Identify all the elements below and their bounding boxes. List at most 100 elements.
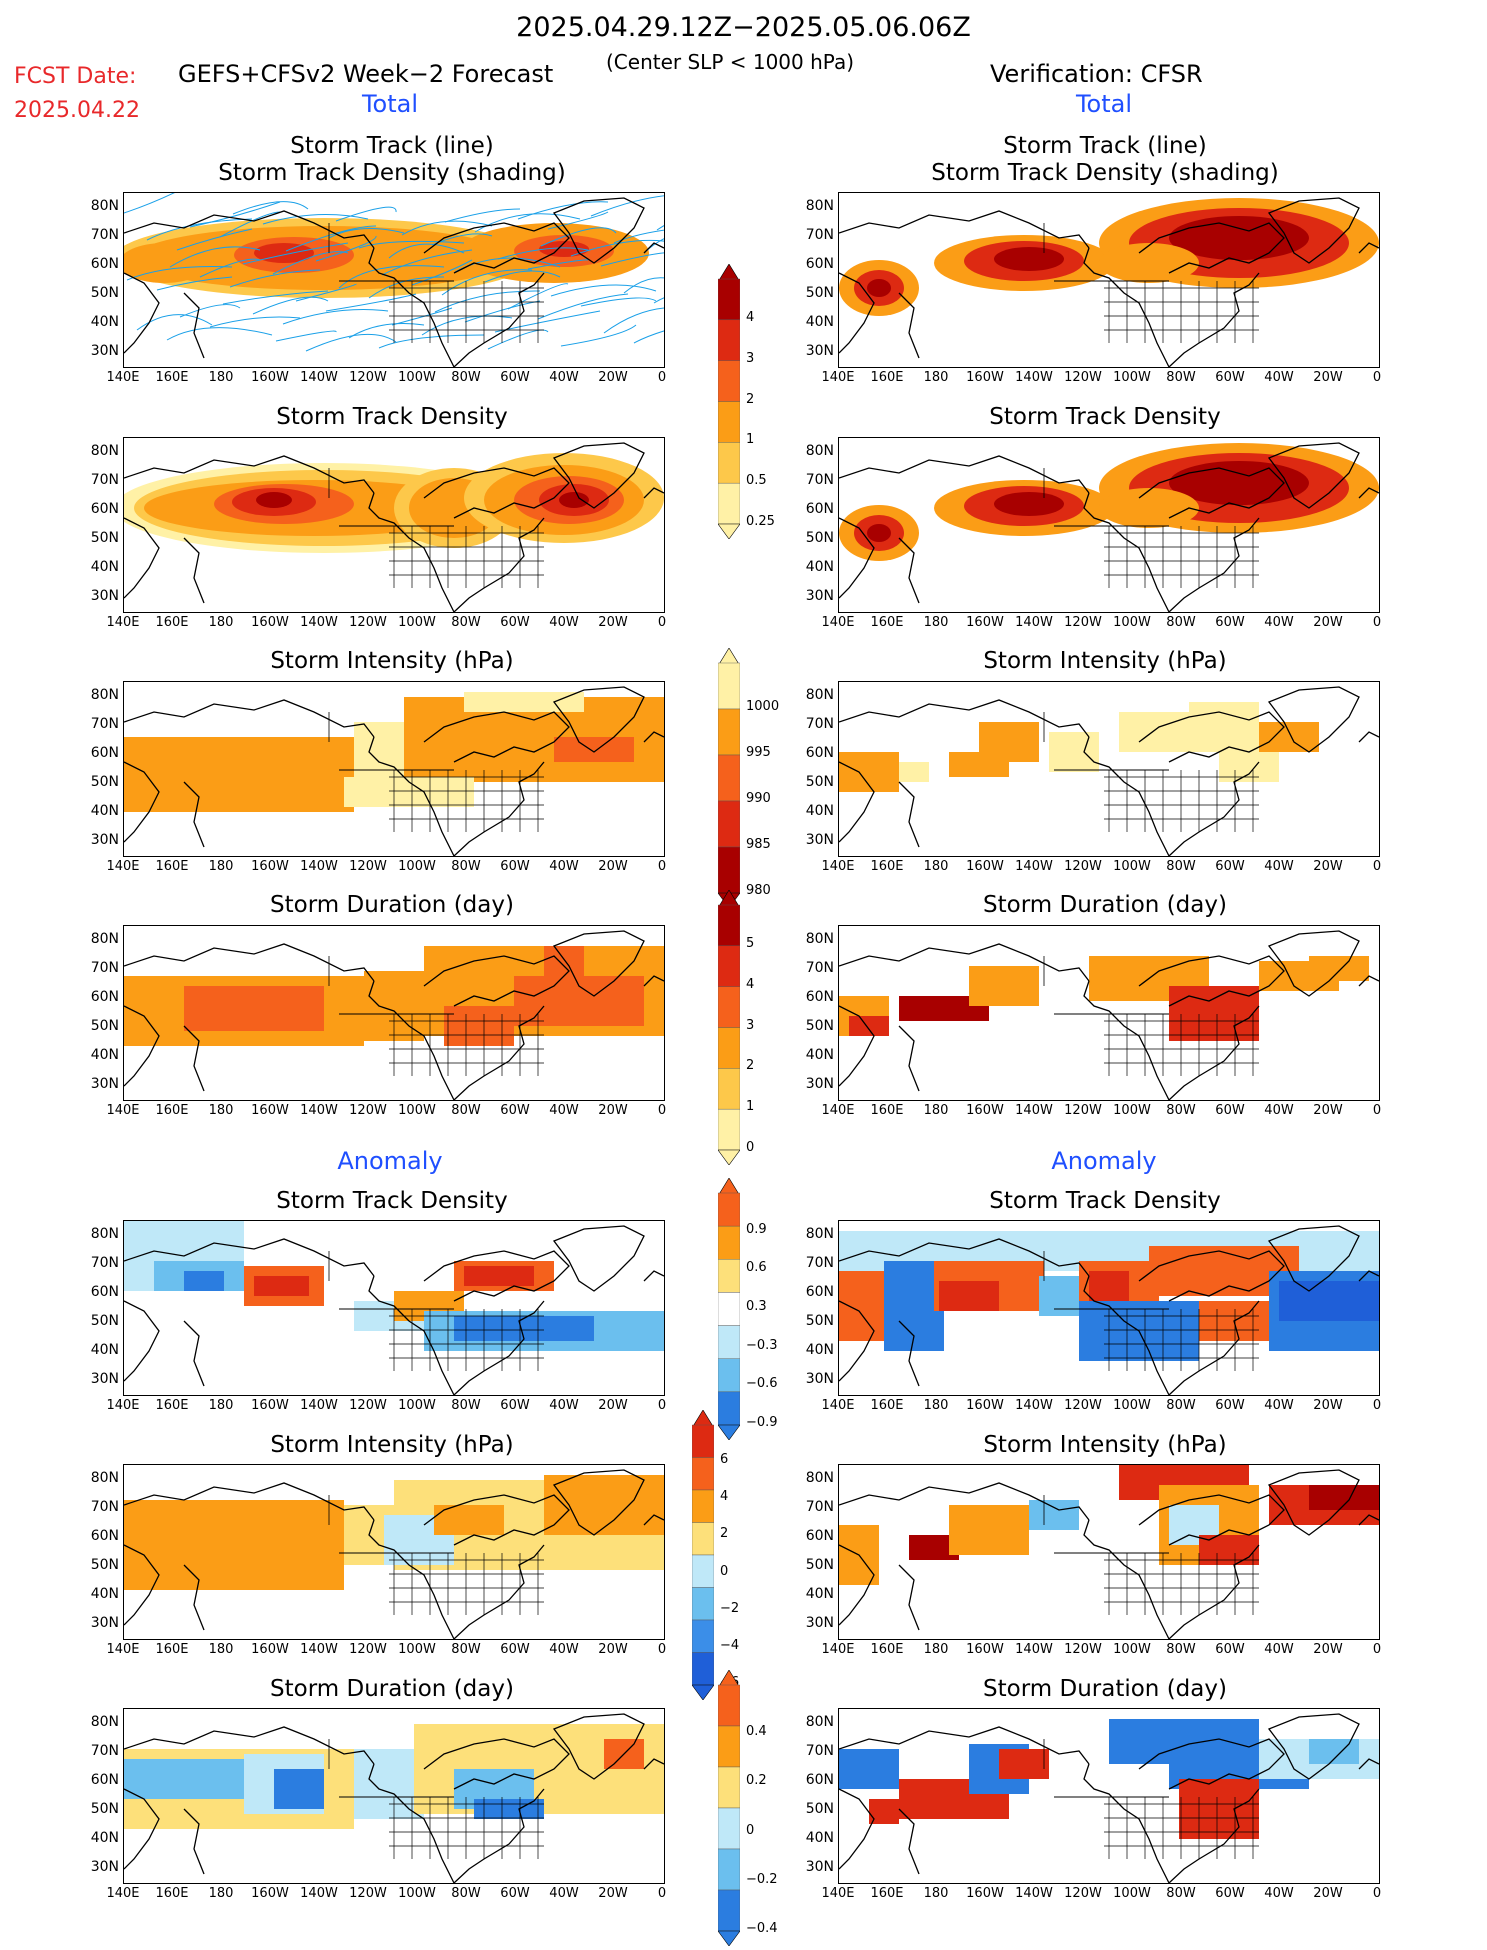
lon-tick-label: 140W bbox=[1015, 370, 1053, 385]
title-line-1: Storm Track (line) bbox=[290, 133, 494, 159]
lat-tick-label: 40N bbox=[805, 1342, 834, 1358]
storm-track-line bbox=[378, 334, 485, 349]
lon-tick-label: 20W bbox=[1313, 1103, 1343, 1118]
map-svg bbox=[839, 686, 1379, 856]
title-line-2: Storm Track Density (shading) bbox=[218, 160, 566, 186]
lat-tick-label: 80N bbox=[805, 198, 834, 214]
coastline bbox=[1138, 222, 1285, 274]
coastline bbox=[839, 1238, 1090, 1277]
shading-cell bbox=[554, 737, 634, 762]
panel-title-intensity-anom-left: Storm Intensity (hPa) bbox=[270, 1432, 514, 1458]
coastline bbox=[552, 197, 645, 264]
lat-tick-label: 50N bbox=[90, 285, 119, 301]
map-panel-track-forecast bbox=[123, 192, 665, 368]
lat-tick-label: 50N bbox=[805, 774, 834, 790]
storm-track-line bbox=[275, 330, 337, 342]
lat-tick-label: 60N bbox=[805, 989, 834, 1005]
colorbar-label: 5 bbox=[746, 935, 755, 951]
storm-track-line bbox=[305, 333, 397, 352]
lon-tick-label: 160W bbox=[251, 1642, 289, 1657]
colorbar-segment bbox=[691, 1587, 715, 1621]
panel-title-density-anom-left: Storm Track Density bbox=[276, 1188, 508, 1214]
lat-tick-label: 70N bbox=[805, 472, 834, 488]
lon-tick-label: 140W bbox=[300, 370, 338, 385]
panel-title-duration-right: Storm Duration (day) bbox=[983, 892, 1227, 918]
lat-tick-label: 60N bbox=[90, 989, 119, 1005]
lon-tick-label: 60W bbox=[1215, 1103, 1245, 1118]
lat-tick-label: 50N bbox=[805, 1557, 834, 1573]
lon-tick-label: 140W bbox=[1015, 1886, 1053, 1901]
shading-field bbox=[559, 492, 589, 508]
lat-tick-label: 70N bbox=[90, 716, 119, 732]
coastline bbox=[552, 442, 645, 509]
colorbar-segment bbox=[717, 904, 741, 947]
lat-tick-label: 40N bbox=[805, 1047, 834, 1063]
coastline bbox=[453, 1005, 545, 1100]
storm-track-line bbox=[590, 195, 664, 217]
map-svg bbox=[124, 930, 664, 1100]
lon-tick-label: 120W bbox=[349, 859, 387, 874]
lat-tick-label: 30N bbox=[805, 343, 834, 359]
coastline bbox=[1358, 1758, 1379, 1770]
lat-tick-label: 40N bbox=[90, 1342, 119, 1358]
lat-tick-label: 80N bbox=[805, 1714, 834, 1730]
map-panel-density-forecast bbox=[123, 437, 665, 613]
lon-tick-label: 40W bbox=[1264, 1642, 1294, 1657]
coastline bbox=[1083, 1763, 1170, 1883]
fcst-date-label: FCST Date: bbox=[14, 64, 137, 89]
coastline bbox=[368, 736, 455, 856]
lon-tick-label: 140E bbox=[106, 615, 140, 630]
lat-tick-label: 70N bbox=[90, 1255, 119, 1271]
map-svg bbox=[839, 930, 1379, 1100]
storm-track-line bbox=[487, 329, 549, 350]
lon-tick-label: 100W bbox=[1113, 1103, 1151, 1118]
coastline bbox=[423, 1738, 570, 1790]
lat-tick-label: 30N bbox=[90, 588, 119, 604]
map-panel-intensity-anom-cfsr bbox=[838, 1464, 1380, 1640]
shading-cell bbox=[544, 1475, 664, 1535]
coastline bbox=[1138, 955, 1285, 1007]
lat-tick-label: 80N bbox=[805, 931, 834, 947]
lat-tick-label: 60N bbox=[90, 256, 119, 272]
lon-tick-label: 160W bbox=[966, 1886, 1004, 1901]
lon-tick-label: 60W bbox=[1215, 859, 1245, 874]
shading-cell bbox=[544, 946, 584, 976]
lon-tick-label: 20W bbox=[598, 1886, 628, 1901]
lon-tick-label: 0 bbox=[657, 1103, 667, 1118]
lon-tick-label: 140W bbox=[300, 1642, 338, 1657]
map-svg bbox=[124, 1713, 664, 1883]
lat-tick-label: 70N bbox=[805, 227, 834, 243]
lon-tick-label: 80W bbox=[451, 1103, 481, 1118]
lon-tick-label: 20W bbox=[598, 1642, 628, 1657]
storm-track-line bbox=[388, 243, 465, 259]
colorbar-label: −0.4 bbox=[746, 1921, 778, 1936]
colorbar-segment bbox=[691, 1457, 715, 1491]
colorbar-segment bbox=[691, 1554, 715, 1588]
lon-tick-label: 0 bbox=[657, 370, 667, 385]
lon-tick-label: 100W bbox=[1113, 859, 1151, 874]
lon-tick-label: 40W bbox=[549, 1886, 579, 1901]
shading-cell bbox=[1089, 1271, 1129, 1301]
lat-tick-label: 70N bbox=[805, 716, 834, 732]
shading-cell bbox=[514, 976, 644, 1026]
storm-track-line bbox=[570, 239, 664, 257]
lon-tick-label: 80W bbox=[451, 615, 481, 630]
colorbar-arrow-bottom bbox=[691, 1684, 715, 1701]
lon-tick-label: 140E bbox=[106, 370, 140, 385]
lat-tick-label: 30N bbox=[90, 832, 119, 848]
coastline bbox=[124, 1300, 160, 1382]
coastline bbox=[643, 975, 664, 987]
coastline bbox=[839, 761, 875, 843]
storm-track-line bbox=[252, 296, 329, 315]
colorbar-label: 0.4 bbox=[746, 1724, 767, 1740]
coastline bbox=[183, 292, 205, 359]
coastline bbox=[1267, 197, 1360, 264]
colorbar-segment bbox=[717, 846, 741, 894]
shading-cell bbox=[949, 1505, 1029, 1555]
coastline bbox=[839, 699, 1090, 738]
model-name: GEFS+CFSv2 Week−2 Forecast bbox=[178, 60, 554, 88]
lat-tick-label: 70N bbox=[805, 1743, 834, 1759]
coastline bbox=[453, 761, 545, 856]
shading-cell bbox=[1279, 1281, 1379, 1321]
lon-tick-label: 80W bbox=[1166, 370, 1196, 385]
